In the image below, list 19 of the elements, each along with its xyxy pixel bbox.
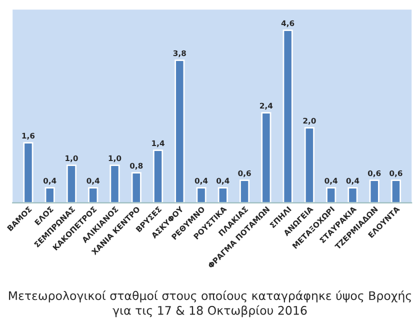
bar	[44, 187, 55, 203]
bar	[66, 164, 77, 203]
bar	[23, 142, 34, 203]
bar	[240, 180, 250, 203]
bar	[110, 164, 120, 203]
bar	[348, 187, 358, 203]
bar	[304, 127, 314, 203]
bar	[88, 187, 98, 203]
bar	[152, 150, 164, 203]
bar	[131, 172, 142, 203]
bar	[218, 187, 228, 203]
bar	[390, 180, 402, 203]
text: Μετεωρολογικοί σταθμοί στους οποίους καταγράφηκε ύψος Βροχής για τις 17 & 18 Οκτωβρίου 2016	[9, 290, 411, 318]
bar	[282, 30, 293, 203]
bar	[261, 112, 272, 203]
bar	[196, 187, 206, 203]
bar	[174, 60, 185, 203]
bar	[369, 180, 380, 203]
bar	[326, 187, 336, 203]
